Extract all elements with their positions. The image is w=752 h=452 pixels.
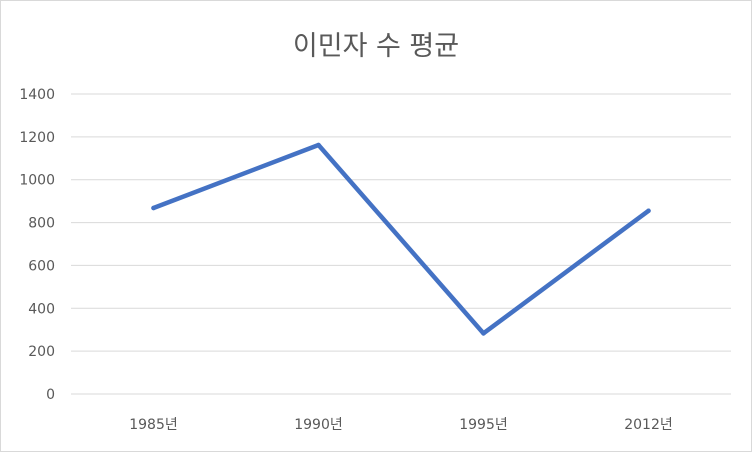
y-tick-label: 1000 bbox=[19, 173, 55, 189]
y-tick-label: 800 bbox=[28, 216, 55, 232]
x-tick-label: 1990년 bbox=[294, 417, 343, 433]
data-point bbox=[151, 205, 156, 211]
x-tick-label: 2012년 bbox=[624, 417, 673, 433]
y-tick-label: 0 bbox=[46, 387, 55, 403]
x-axis-ticks: 1985년 1990년 1995년 2012년 bbox=[129, 417, 673, 433]
y-axis-ticks: 0 200 400 600 800 1000 1200 1400 bbox=[19, 87, 55, 403]
y-tick-label: 1200 bbox=[19, 130, 55, 146]
y-tick-label: 600 bbox=[28, 258, 55, 274]
gridlines bbox=[71, 93, 731, 395]
series-layer bbox=[151, 142, 651, 336]
y-tick-label: 1400 bbox=[19, 87, 55, 103]
y-tick-label: 200 bbox=[28, 344, 55, 360]
x-tick-label: 1995년 bbox=[459, 417, 508, 433]
series-line bbox=[151, 142, 651, 336]
data-point bbox=[316, 142, 321, 148]
x-tick-label: 1985년 bbox=[129, 417, 178, 433]
chart-title: 이민자 수 평균 bbox=[293, 31, 459, 62]
y-tick-label: 400 bbox=[28, 301, 55, 317]
data-point bbox=[646, 208, 651, 214]
data-point bbox=[481, 331, 486, 336]
